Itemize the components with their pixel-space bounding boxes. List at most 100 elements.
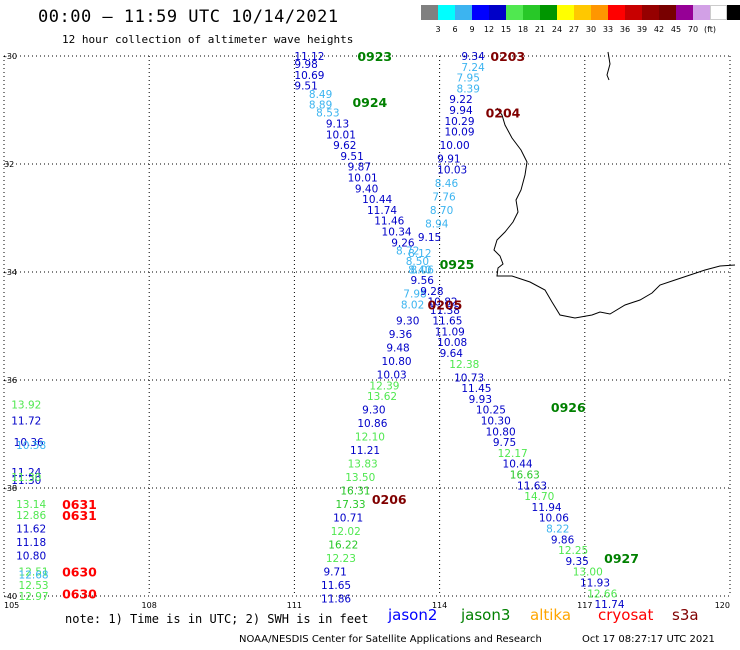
legend-label: 21 bbox=[534, 25, 546, 34]
swh-value: 10.03 bbox=[437, 164, 467, 176]
swh-value: 9.98 bbox=[294, 59, 317, 71]
swh-value: 10.58 bbox=[16, 440, 46, 452]
swh-value: 13.00 bbox=[573, 567, 603, 579]
swh-value: 11.18 bbox=[16, 537, 46, 549]
swh-value: 8.06 bbox=[411, 264, 435, 276]
swh-value: 8.39 bbox=[457, 83, 480, 95]
swh-value: 8.70 bbox=[430, 205, 453, 217]
swh-value: 12.39 bbox=[369, 380, 399, 392]
legend-label: 3 bbox=[435, 25, 441, 34]
swh-value: 11.30 bbox=[11, 475, 41, 487]
swh-value: 9.71 bbox=[323, 567, 346, 579]
swh-value: 9.51 bbox=[294, 81, 317, 93]
swh-value: 10.80 bbox=[382, 356, 412, 368]
legend-label: 36 bbox=[619, 25, 631, 34]
legend-label: 39 bbox=[636, 25, 648, 34]
lon-tick-label: 108 bbox=[142, 601, 157, 610]
legend-swatch bbox=[659, 5, 676, 20]
lon-tick-label: 117 bbox=[577, 601, 592, 610]
lon-tick-label: 111 bbox=[287, 601, 302, 610]
legend-label: 6 bbox=[452, 25, 458, 34]
legend-swatch bbox=[455, 5, 472, 20]
swh-value: 10.00 bbox=[440, 140, 470, 152]
swh-value: 9.94 bbox=[449, 105, 473, 117]
swh-value: 10.34 bbox=[382, 227, 412, 239]
sat-jason2: jason2 bbox=[388, 606, 438, 624]
swh-value: 9.75 bbox=[493, 437, 516, 449]
map-subtitle: 12 hour collection of altimeter wave hei… bbox=[62, 33, 354, 46]
legend-label: 15 bbox=[500, 25, 512, 34]
swh-value: 8.40 bbox=[408, 264, 431, 276]
legend-label: 24 bbox=[551, 25, 563, 34]
legend-swatch bbox=[608, 5, 625, 20]
swh-value: 7.95 bbox=[457, 73, 480, 85]
swh-value: 10.08 bbox=[437, 337, 467, 349]
pass-time: 0927 bbox=[604, 551, 639, 566]
swh-value: 10.71 bbox=[333, 513, 363, 525]
pass-time: 0926 bbox=[551, 400, 586, 415]
legend-label: (ft) bbox=[703, 25, 717, 34]
pass-time: 0631 bbox=[62, 508, 97, 523]
swh-value: 8.12 bbox=[408, 248, 431, 260]
swh-value: 9.93 bbox=[469, 394, 492, 406]
legend-swatch bbox=[540, 5, 557, 20]
swh-value: 7.24 bbox=[461, 62, 485, 74]
swh-value: 11.65 bbox=[321, 580, 351, 592]
pass-time: 0630 bbox=[62, 565, 97, 580]
swh-value: 10.80 bbox=[16, 551, 46, 563]
swh-value: 9.51 bbox=[340, 151, 363, 163]
swh-value: 9.34 bbox=[461, 51, 485, 63]
australia-coastline bbox=[493, 51, 736, 319]
legend-swatch bbox=[591, 5, 608, 20]
swh-value: 8.94 bbox=[425, 218, 449, 230]
sat-cryosat: cryosat bbox=[598, 606, 654, 624]
swh-value: 11.74 bbox=[594, 599, 624, 610]
legend-label: 30 bbox=[585, 25, 597, 34]
footer-timestamp: Oct 17 08:27:17 UTC 2021 bbox=[582, 634, 715, 645]
pass-time: 0925 bbox=[440, 257, 475, 272]
swh-value: 10.80 bbox=[486, 426, 516, 438]
swh-value: 9.30 bbox=[396, 316, 419, 328]
legend-swatch bbox=[625, 5, 642, 20]
swh-points: 11.129.9810.699.518.498.898.539.1310.019… bbox=[11, 51, 625, 610]
pass-time: 0924 bbox=[352, 95, 387, 110]
legend-swatch bbox=[693, 5, 710, 20]
legend-swatch bbox=[642, 5, 659, 20]
pass-time: 0204 bbox=[486, 106, 521, 121]
swh-value: 11.21 bbox=[350, 445, 380, 457]
lat-tick-label: 32 bbox=[4, 160, 14, 169]
swh-value: 12.97 bbox=[19, 591, 49, 603]
legend-swatch bbox=[421, 5, 438, 20]
swh-value: 16.31 bbox=[340, 486, 370, 498]
swh-value: 10.44 bbox=[362, 194, 392, 206]
swh-value: 13.83 bbox=[348, 459, 378, 471]
swh-value: 9.35 bbox=[565, 556, 588, 568]
swh-value: 10.03 bbox=[377, 370, 407, 382]
sat-s3a: s3a bbox=[672, 606, 699, 624]
legend-label: 27 bbox=[568, 25, 580, 34]
swh-value: 13.92 bbox=[11, 399, 41, 411]
legend-label: 70 bbox=[687, 25, 699, 34]
legend-label: 45 bbox=[670, 25, 682, 34]
swh-value: 10.73 bbox=[454, 372, 484, 384]
swh-value: 16.63 bbox=[510, 470, 540, 482]
swh-value: 11.45 bbox=[461, 383, 491, 395]
legend-label: 9 bbox=[469, 25, 475, 34]
pass-time-labels: 0923 0924 0925 0926 0927 0203 0204 0205 0206 0631… bbox=[62, 49, 639, 601]
pass-time: 0206 bbox=[372, 492, 407, 507]
swh-value: 11.86 bbox=[321, 594, 351, 606]
swh-value: 11.62 bbox=[16, 524, 46, 536]
swh-value: 13.62 bbox=[367, 391, 397, 403]
swh-value: 8.22 bbox=[546, 524, 569, 536]
swh-value: 11.63 bbox=[517, 480, 547, 492]
swh-value: 11.24 bbox=[11, 467, 41, 479]
swh-value: 17.33 bbox=[336, 499, 366, 511]
swh-value: 10.06 bbox=[539, 513, 569, 525]
swh-value: 13.50 bbox=[345, 472, 375, 484]
swh-value: 11.38 bbox=[430, 305, 460, 317]
units-note: note: 1) Time is in UTC; 2) SWH is in fe… bbox=[65, 612, 369, 626]
legend-swatch bbox=[489, 5, 506, 20]
legend-swatch bbox=[710, 5, 727, 20]
swh-value: 11.72 bbox=[11, 416, 41, 428]
